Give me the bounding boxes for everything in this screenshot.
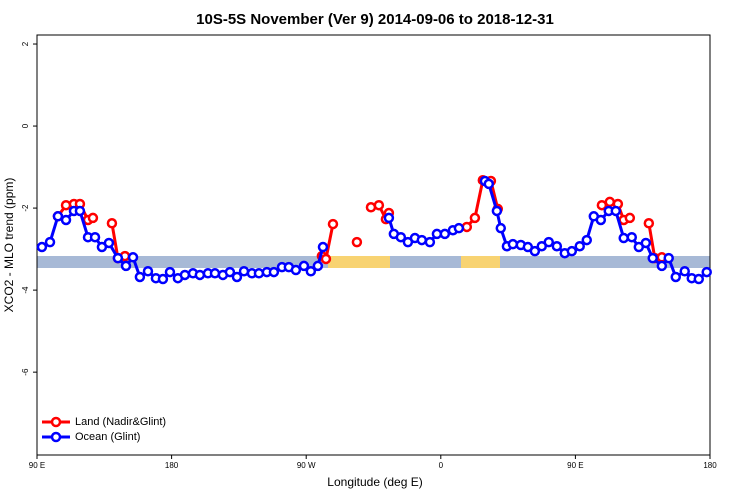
data-point [209, 268, 221, 279]
data-point [581, 234, 593, 246]
data-point [610, 205, 622, 217]
data-point [529, 245, 541, 257]
x-tick-label: 180 [165, 461, 179, 470]
data-point [663, 252, 674, 264]
y-tick-label: 0 [21, 123, 30, 128]
data-point [643, 218, 655, 229]
data-point [551, 240, 563, 252]
data-point [224, 266, 236, 278]
data-point [453, 222, 465, 234]
data-point [142, 266, 154, 277]
plot-frame [36, 34, 711, 456]
data-point [103, 237, 115, 249]
data-point [268, 266, 280, 278]
data-point [679, 266, 690, 277]
y-axis-label: XCO2 - MLO trend (ppm) [2, 178, 16, 313]
data-point [164, 266, 176, 278]
data-point [134, 271, 146, 283]
data-point [253, 268, 265, 279]
data-point [60, 214, 72, 226]
data-point [483, 178, 495, 190]
data-point [179, 269, 191, 281]
data-point [120, 260, 132, 272]
data-point [395, 231, 407, 243]
data-point [89, 231, 101, 243]
data-point [439, 228, 451, 240]
data-point [290, 264, 302, 276]
land-band [328, 256, 390, 268]
data-point [618, 232, 629, 244]
data-point [647, 252, 658, 264]
data-point [604, 196, 616, 208]
data-point [87, 212, 99, 224]
data-point [317, 241, 329, 253]
data-point [36, 241, 48, 253]
data-point [491, 205, 503, 217]
data-point [566, 245, 578, 257]
data-point [670, 271, 682, 283]
data-point [298, 260, 310, 272]
data-point [60, 199, 72, 211]
y-tick-label: -6 [21, 368, 30, 376]
data-point [693, 273, 705, 285]
data-point [231, 271, 243, 283]
surface-band [37, 256, 710, 268]
data-point [157, 273, 169, 285]
x-tick-label: 180 [703, 461, 717, 470]
x-tick-label: 90 E [567, 461, 583, 470]
data-point [640, 237, 652, 249]
legend-label: Ocean (Glint) [75, 431, 140, 443]
legend-marker [50, 416, 62, 428]
data-point [327, 218, 339, 230]
data-point [383, 212, 395, 224]
x-tick-label: 90 W [297, 461, 316, 470]
data-point [574, 240, 585, 252]
x-axis-label: Longitude (deg E) [327, 475, 422, 489]
x-tick-label: 90 E [29, 461, 45, 470]
y-tick-label: -4 [21, 286, 30, 294]
data-point [416, 234, 428, 246]
data-point [52, 211, 64, 222]
data-point [701, 266, 712, 278]
data-point [595, 214, 607, 226]
data-point [194, 269, 206, 281]
data-point [127, 252, 139, 263]
chart-title: 10S-5S November (Ver 9) 2014-09-06 to 20… [196, 11, 554, 28]
data-point [74, 205, 86, 217]
data-point [351, 236, 363, 248]
data-point [495, 222, 507, 234]
data-point [424, 236, 436, 248]
data-point [469, 212, 481, 224]
data-point [312, 260, 324, 272]
data-point [543, 236, 555, 248]
data-point [461, 221, 473, 233]
data-point [656, 260, 668, 272]
data-point [305, 266, 317, 277]
data-point [624, 212, 636, 224]
series [36, 175, 712, 285]
data-point [44, 236, 56, 248]
data-point [626, 231, 638, 243]
legend-marker [50, 431, 62, 443]
data-point [373, 199, 385, 211]
data-point [320, 253, 332, 265]
y-tick-label: 2 [21, 41, 30, 46]
land-band [461, 256, 500, 268]
y-tick-label: -2 [21, 204, 30, 212]
data-point [112, 252, 124, 264]
data-point [106, 218, 118, 229]
legend-label: Land (Nadir&Glint) [75, 416, 166, 428]
x-tick-label: 0 [439, 461, 444, 470]
